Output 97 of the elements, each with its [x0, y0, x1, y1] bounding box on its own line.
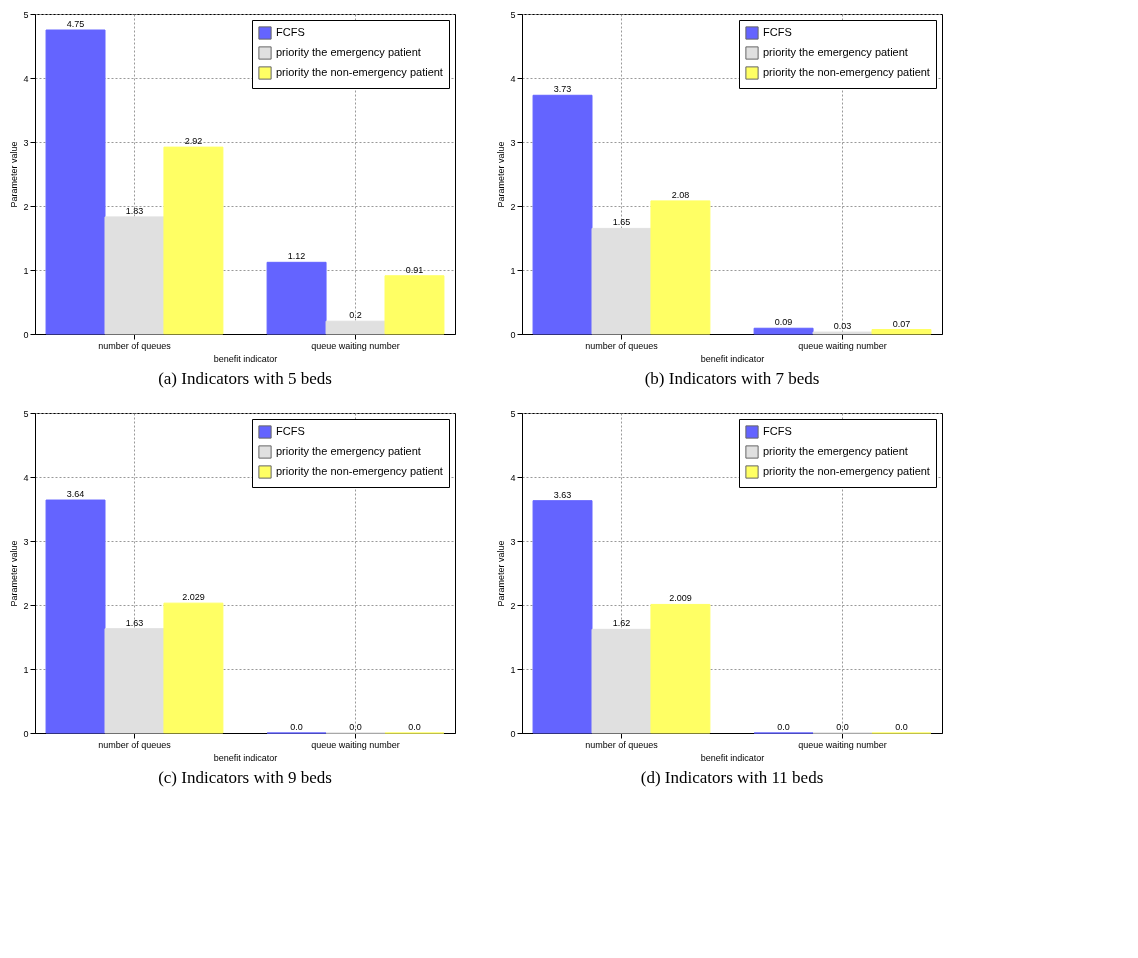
x-tick-label: queue waiting number: [311, 739, 400, 750]
bar: [104, 216, 165, 335]
x-tick-label: queue waiting number: [311, 340, 400, 351]
x-tick-label: queue waiting number: [798, 340, 887, 351]
data-label: 0.0: [836, 722, 849, 732]
y-tick-label: 5: [510, 408, 516, 419]
bar: [45, 499, 106, 734]
y-tick-label: 0: [23, 728, 29, 739]
data-label: 0.0: [895, 722, 908, 732]
data-label: 0.07: [892, 318, 911, 329]
y-tick-label: 3: [23, 536, 29, 547]
bar: [591, 628, 652, 734]
x-tick-label: number of queues: [585, 340, 659, 351]
data-label: 3.64: [66, 489, 85, 500]
legend-label: priority the emergency patient: [276, 445, 421, 457]
y-tick-label: 4: [510, 73, 516, 84]
y-axis-title: Parameter value: [496, 141, 507, 208]
y-axis-title: Parameter value: [9, 540, 20, 607]
y-tick-label: 0: [23, 329, 29, 340]
x-axis-title: benefit indicator: [213, 353, 278, 364]
data-label: 0.0: [777, 722, 790, 732]
data-label: 0.0: [408, 722, 421, 732]
bar: [266, 261, 327, 335]
data-label: 1.12: [287, 251, 306, 262]
data-label: 0.0: [290, 722, 303, 732]
data-label: 0.0: [349, 722, 362, 732]
bar: [163, 146, 224, 335]
y-tick-label: 3: [510, 137, 516, 148]
y-tick-label: 5: [510, 9, 516, 20]
bar: [325, 320, 386, 335]
legend-label: priority the non-emergency patient: [763, 465, 930, 477]
data-label: 4.75: [66, 19, 85, 29]
data-label: 1.63: [125, 617, 144, 628]
x-tick-label: number of queues: [98, 739, 172, 750]
y-tick-label: 4: [23, 73, 29, 84]
bar: [45, 29, 106, 335]
bar: [650, 200, 711, 335]
y-tick-label: 1: [510, 265, 516, 276]
text: (d) Indicators with 11 beds: [640, 768, 824, 787]
data-label: 0.2: [349, 310, 362, 321]
bar: [753, 327, 814, 335]
x-axis-title: benefit indicator: [213, 752, 278, 763]
y-axis-title: Parameter value: [496, 540, 507, 607]
data-label: 3.63: [553, 489, 572, 500]
y-tick-label: 1: [23, 265, 29, 276]
data-label: 0.09: [774, 317, 793, 328]
bar: [650, 603, 711, 734]
legend-label: priority the emergency patient: [763, 445, 908, 457]
x-axis-title: benefit indicator: [700, 353, 765, 364]
text: (a) Indicators with 5 beds: [158, 369, 332, 388]
text: (c) Indicators with 9 beds: [158, 768, 332, 787]
bar: [591, 227, 652, 335]
legend-label: priority the non-emergency patient: [763, 66, 930, 78]
bar: [871, 329, 932, 335]
data-label: 1.62: [612, 618, 631, 629]
y-tick-label: 4: [510, 472, 516, 483]
x-tick-label: number of queues: [98, 340, 172, 351]
legend-label: priority the emergency patient: [276, 46, 421, 58]
bar: [532, 94, 593, 335]
bar: [163, 602, 224, 734]
data-label: 2.08: [671, 189, 690, 200]
y-tick-label: 1: [510, 664, 516, 675]
y-tick-label: 0: [510, 728, 516, 739]
text: (b) Indicators with 7 beds: [644, 369, 820, 388]
x-axis-title: benefit indicator: [700, 752, 765, 763]
legend-label: priority the non-emergency patient: [276, 465, 443, 477]
y-tick-label: 5: [23, 408, 29, 419]
y-tick-label: 2: [23, 600, 29, 611]
legend-label: FCFS: [276, 26, 305, 38]
y-tick-label: 3: [23, 137, 29, 148]
y-tick-label: 2: [510, 201, 516, 212]
legend-label: FCFS: [763, 425, 792, 437]
data-label: 1.65: [612, 217, 631, 228]
y-tick-label: 1: [23, 664, 29, 675]
x-tick-label: queue waiting number: [798, 739, 887, 750]
data-label: 2.029: [182, 592, 205, 603]
data-label: 3.73: [553, 84, 572, 95]
data-label: 0.91: [405, 264, 424, 275]
data-label: 1.83: [125, 205, 144, 216]
data-label: 0.03: [833, 321, 852, 332]
legend-label: priority the non-emergency patient: [276, 66, 443, 78]
y-tick-label: 2: [23, 201, 29, 212]
y-tick-label: 4: [23, 472, 29, 483]
bar: [532, 500, 593, 734]
y-tick-label: 0: [510, 329, 516, 340]
x-tick-label: number of queues: [585, 739, 659, 750]
y-tick-label: 3: [510, 536, 516, 547]
data-label: 2.92: [184, 136, 203, 147]
bar: [384, 275, 445, 335]
y-tick-label: 5: [23, 9, 29, 20]
legend-label: priority the emergency patient: [763, 46, 908, 58]
y-axis-title: Parameter value: [9, 141, 20, 208]
bar: [104, 628, 165, 734]
legend-label: FCFS: [276, 425, 305, 437]
data-label: 2.009: [669, 593, 692, 604]
y-tick-label: 2: [510, 600, 516, 611]
legend-label: FCFS: [763, 26, 792, 38]
